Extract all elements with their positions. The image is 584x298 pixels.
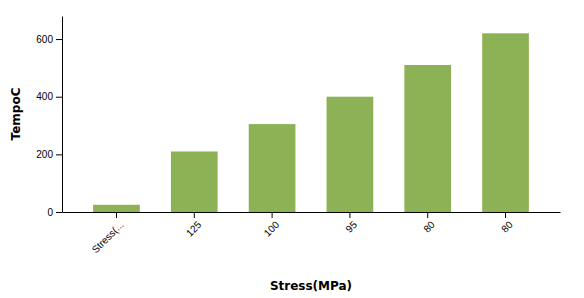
y-axis: 0 200 400 600 xyxy=(36,17,62,218)
bar xyxy=(171,151,218,212)
x-axis: Stress(... 125 100 95 80 80 xyxy=(63,212,561,255)
tick-label: 400 xyxy=(36,91,53,102)
x-axis-title: Stress(MPa) xyxy=(270,279,352,293)
bar xyxy=(482,33,529,212)
tick-mark xyxy=(56,154,62,155)
tick-mark xyxy=(56,39,62,40)
y-axis-title: TempoC xyxy=(9,87,23,140)
plot: 0 200 400 600 Stress(... 125 100 95 80 80 xyxy=(36,17,560,256)
tick-mark xyxy=(194,212,195,218)
tick-mark xyxy=(116,212,117,218)
tick-mark xyxy=(272,212,273,218)
tick-label: 100 xyxy=(262,219,282,239)
bar xyxy=(93,205,140,212)
x-tick: 125 xyxy=(184,212,204,239)
x-tick: 80 xyxy=(499,212,515,235)
tick-mark xyxy=(56,97,62,98)
tick-mark xyxy=(349,212,350,218)
x-tick: 100 xyxy=(262,212,282,239)
bar xyxy=(404,65,451,212)
tick-mark xyxy=(56,212,62,213)
x-tick: Stress(... xyxy=(90,212,126,255)
tick-label: 0 xyxy=(47,207,53,218)
axis-line xyxy=(62,17,63,213)
y-tick: 400 xyxy=(36,91,62,102)
tick-label: 95 xyxy=(343,219,359,235)
y-tick: 600 xyxy=(36,34,62,45)
tick-label: 80 xyxy=(499,219,515,235)
y-tick: 0 xyxy=(47,207,62,218)
bar xyxy=(249,124,296,212)
tick-label: 200 xyxy=(36,149,53,160)
tick-mark xyxy=(427,212,428,218)
bars xyxy=(93,33,529,212)
tick-mark xyxy=(505,212,506,218)
x-tick: 80 xyxy=(421,212,437,235)
bar xyxy=(327,97,374,212)
axis-line xyxy=(63,212,561,213)
tick-label: Stress(... xyxy=(90,219,126,255)
tick-label: 125 xyxy=(184,219,204,239)
tick-label: 80 xyxy=(421,219,437,235)
x-tick: 95 xyxy=(343,212,359,235)
tick-label: 600 xyxy=(36,34,53,45)
chart: 0 200 400 600 Stress(... 125 100 95 80 80 TempoC St… xyxy=(0,0,584,298)
y-tick: 200 xyxy=(36,149,62,160)
